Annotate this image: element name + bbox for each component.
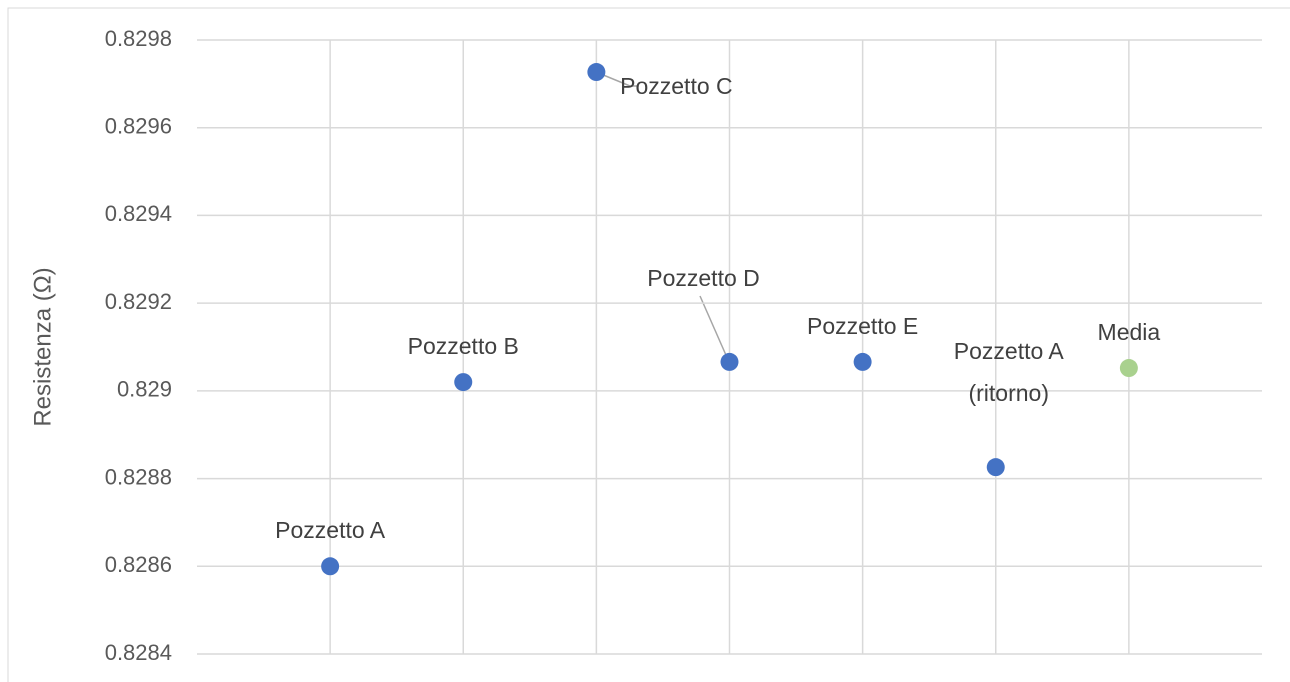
point-label: Media bbox=[1097, 319, 1161, 346]
point bbox=[986, 458, 1005, 477]
y-tick-label: 0.8284 bbox=[105, 640, 172, 665]
y-tick-label: 0.8298 bbox=[105, 26, 172, 51]
y-tick-label: 0.8288 bbox=[105, 464, 172, 489]
y-axis-label: Resistenza (Ω) bbox=[29, 267, 56, 426]
point-label: Pozzetto D bbox=[647, 264, 760, 291]
y-tick-label: 0.8296 bbox=[105, 114, 172, 139]
point-label: Pozzetto A bbox=[275, 517, 386, 544]
point bbox=[454, 373, 473, 392]
point-label: Pozzetto C bbox=[620, 73, 733, 100]
point-label: Pozzetto B bbox=[407, 333, 519, 360]
point bbox=[853, 352, 872, 371]
leader-line bbox=[595, 71, 638, 87]
point bbox=[720, 352, 739, 371]
y-tick-label: 0.8292 bbox=[105, 289, 172, 314]
point-label: Pozzetto E bbox=[807, 312, 919, 339]
chart-border bbox=[7, 7, 1290, 682]
y-tick-label: 0.8286 bbox=[105, 552, 172, 577]
y-tick-label: 0.829 bbox=[117, 377, 172, 402]
point bbox=[321, 557, 340, 576]
leader-line bbox=[699, 295, 730, 363]
point bbox=[587, 63, 606, 82]
y-tick-label: 0.8294 bbox=[105, 201, 172, 226]
point bbox=[1119, 359, 1138, 378]
point-label: Pozzetto A (ritorno) bbox=[953, 338, 1064, 407]
